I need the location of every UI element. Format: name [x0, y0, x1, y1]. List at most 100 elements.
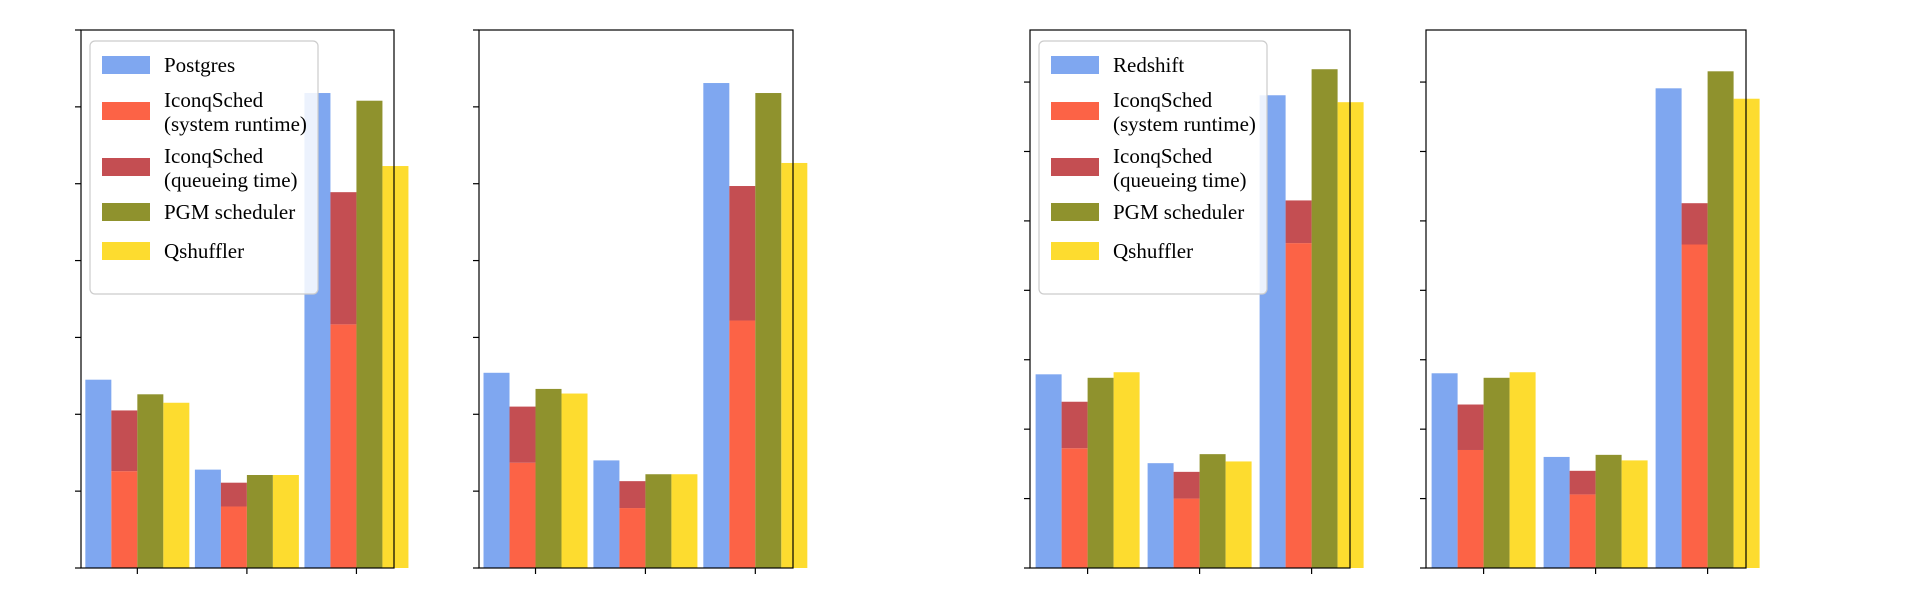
plot-frame — [478, 29, 794, 569]
legend-swatch — [1051, 56, 1099, 74]
legend-label-line: Qshuffler — [1113, 239, 1193, 263]
legend-label: IconqSched (queueing time) — [1113, 144, 1247, 192]
legend-swatch — [102, 56, 150, 74]
bar-iconq-runtime-p90 — [330, 324, 357, 568]
legend-label-line: Redshift — [1113, 53, 1184, 77]
bar-iconq-queueing-mean — [111, 410, 138, 472]
legend-label: Qshuffler — [1113, 239, 1193, 263]
bar-qshuffler-mean — [561, 393, 588, 568]
legend-swatch — [1051, 242, 1099, 260]
legend-label: IconqSched (system runtime) — [1113, 88, 1256, 136]
bar-iconq-runtime-mean — [1457, 449, 1484, 568]
legend-label-line: Qshuffler — [164, 239, 244, 263]
legend-label: IconqSched (queueing time) — [164, 144, 298, 192]
bar-baseline-p50 — [593, 460, 620, 568]
bar-pgm-p90 — [755, 93, 782, 568]
bar-iconq-queueing-p50 — [1173, 471, 1200, 499]
bar-qshuffler-mean — [163, 402, 190, 568]
legend-swatch — [102, 242, 150, 260]
legend-label-line: IconqSched — [1113, 88, 1213, 112]
bar-iconq-queueing-mean — [1457, 404, 1484, 450]
bar-iconq-runtime-p50 — [1173, 498, 1200, 568]
bar-iconq-runtime-mean — [1061, 448, 1088, 568]
legend-label: Redshift — [1113, 53, 1184, 77]
bar-baseline-p50 — [1147, 463, 1174, 568]
bar-iconq-runtime-p90 — [1285, 243, 1312, 568]
bar-iconq-queueing-mean — [509, 406, 536, 463]
bar-iconq-runtime-p50 — [220, 506, 247, 568]
bar-pgm-p50 — [246, 475, 273, 568]
legend-label-line: IconqSched — [164, 88, 264, 112]
bar-qshuffler-p50 — [1225, 461, 1252, 568]
legend-label-line: (system runtime) — [1113, 112, 1256, 136]
bar-iconq-runtime-p50 — [1569, 494, 1596, 568]
bar-qshuffler-mean — [1509, 372, 1536, 568]
bar-qshuffler-p50 — [1621, 460, 1648, 568]
legend-swatch — [1051, 158, 1099, 176]
legend-label-line: (queueing time) — [1113, 168, 1247, 192]
bar-pgm-p50 — [1595, 454, 1622, 568]
legend-label-line: PGM scheduler — [1113, 200, 1244, 224]
bar-baseline-mean — [1431, 373, 1458, 568]
legend-label: PGM scheduler — [1113, 200, 1244, 224]
legend-swatch — [1051, 203, 1099, 221]
legend-label: IconqSched (system runtime) — [164, 88, 307, 136]
bar-baseline-p90 — [703, 83, 730, 568]
bar-qshuffler-p50 — [671, 474, 698, 568]
bar-pgm-mean — [1087, 377, 1114, 568]
bar-baseline-mean — [483, 372, 510, 568]
bar-pgm-mean — [1483, 377, 1510, 568]
bar-iconq-queueing-p90 — [1285, 200, 1312, 244]
legend-label: Postgres — [164, 53, 235, 77]
chart-panel-4 — [1420, 29, 1760, 574]
bar-iconq-queueing-p90 — [1681, 203, 1708, 245]
bar-baseline-p50 — [194, 469, 221, 568]
bar-qshuffler-p90 — [781, 162, 808, 568]
bar-pgm-mean — [137, 394, 164, 568]
bar-iconq-queueing-p50 — [1569, 470, 1596, 495]
bar-pgm-p50 — [645, 474, 672, 568]
legend-label-line: (queueing time) — [164, 168, 298, 192]
chart-panel-2 — [473, 29, 808, 574]
bar-iconq-runtime-p50 — [619, 508, 646, 568]
bar-qshuffler-mean — [1113, 372, 1140, 568]
legend-swatch — [102, 158, 150, 176]
bar-pgm-p90 — [1707, 71, 1734, 569]
bar-iconq-runtime-mean — [509, 462, 536, 568]
bar-baseline-mean — [85, 379, 112, 568]
bar-baseline-p50 — [1543, 456, 1570, 568]
legend-label-line: PGM scheduler — [164, 200, 295, 224]
legend-label-line: (system runtime) — [164, 112, 307, 136]
bar-qshuffler-p50 — [272, 475, 299, 568]
bar-iconq-queueing-p50 — [220, 482, 247, 507]
bar-qshuffler-p90 — [382, 166, 409, 568]
bar-iconq-runtime-p90 — [729, 320, 756, 568]
bar-pgm-mean — [535, 388, 562, 568]
plot-frame — [1425, 29, 1747, 569]
legend-label: PGM scheduler — [164, 200, 295, 224]
bar-iconq-queueing-mean — [1061, 401, 1088, 449]
bar-baseline-mean — [1035, 374, 1062, 568]
legend-swatch — [1051, 102, 1099, 120]
bar-iconq-runtime-p90 — [1681, 244, 1708, 569]
legend-swatch — [102, 102, 150, 120]
legend-label-line: IconqSched — [1113, 144, 1213, 168]
legend-label: Qshuffler — [164, 239, 244, 263]
legend-label-line: IconqSched — [164, 144, 264, 168]
plot-frame — [80, 29, 395, 569]
bar-iconq-queueing-p90 — [729, 186, 756, 321]
bar-pgm-p90 — [1311, 69, 1338, 569]
plot-frame — [1029, 29, 1351, 569]
bar-pgm-p90 — [356, 100, 383, 569]
legend-label-line: Postgres — [164, 53, 235, 77]
bar-pgm-p50 — [1199, 454, 1226, 568]
bar-iconq-runtime-mean — [111, 471, 138, 568]
legend-swatch — [102, 203, 150, 221]
bar-iconq-queueing-p90 — [330, 192, 357, 325]
bar-iconq-queueing-p50 — [619, 481, 646, 509]
